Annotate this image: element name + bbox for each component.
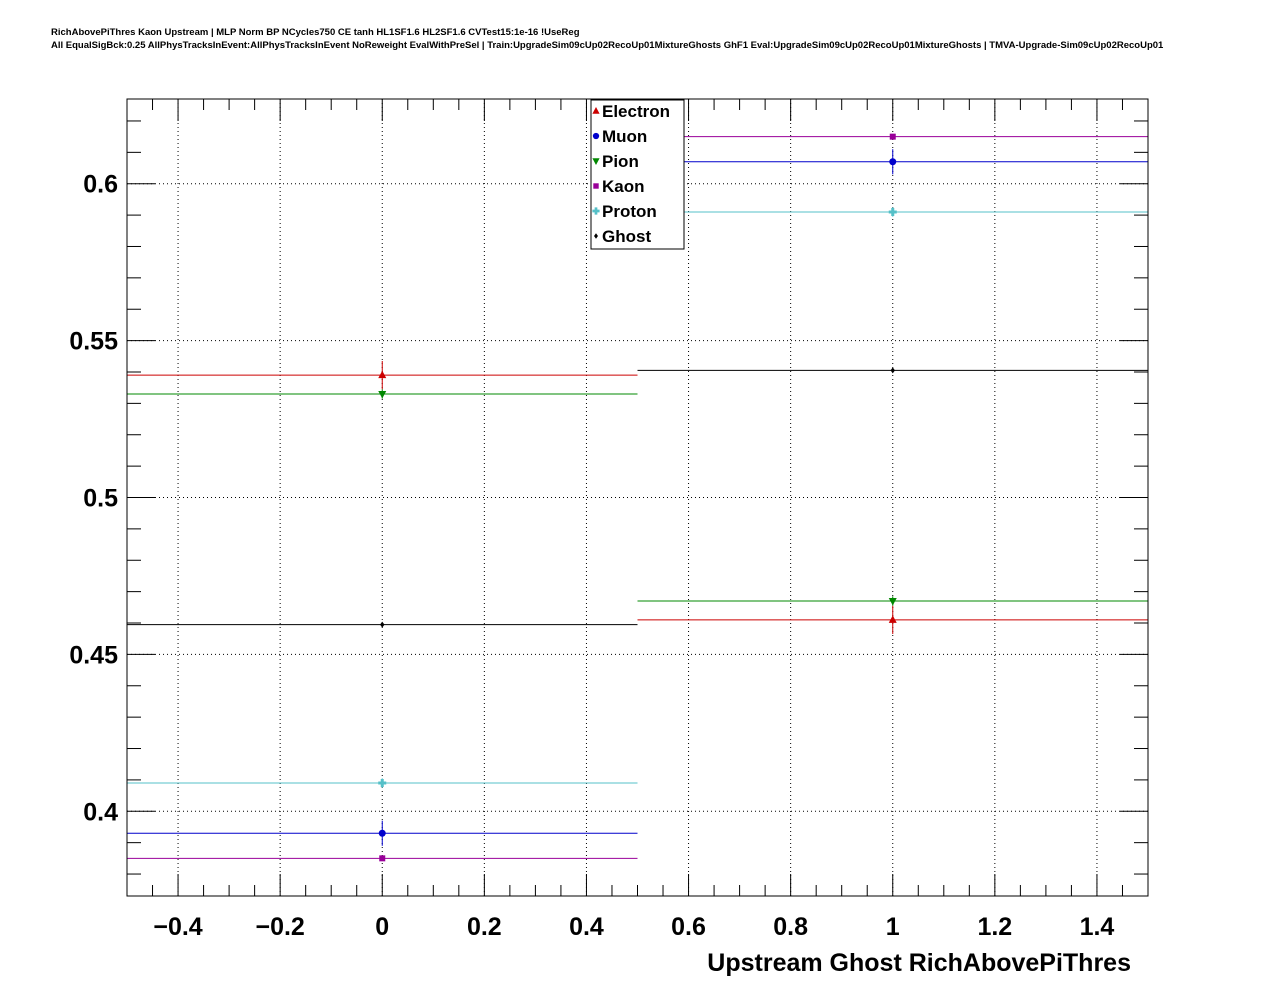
data-point-electron [888,615,897,623]
x-tick-label: 0.4 [569,913,604,941]
chart-subtitle: All EqualSigBck:0.25 AllPhysTracksInEven… [51,40,1164,51]
legend-label-proton: Proton [602,202,657,221]
x-axis-label: Upstream Ghost RichAbovePiThres [707,949,1131,977]
legend-label-pion: Pion [602,152,639,171]
legend-marker-muon [592,132,600,140]
legend-label-ghost: Ghost [602,227,651,246]
x-tick-label: −0.2 [255,913,304,941]
chart-title: RichAbovePiThres Kaon Upstream | MLP Nor… [51,27,580,38]
data-point-ghost [380,621,385,628]
data-point-kaon [889,133,896,140]
x-tick-label: −0.4 [153,913,202,941]
legend-label-muon: Muon [602,127,647,146]
x-tick-label: 0 [375,913,389,941]
x-tick-label: 0.2 [467,913,502,941]
data-point-ghost [890,367,895,374]
data-point-pion [378,390,387,399]
legend-marker-proton [592,207,600,215]
y-tick-label: 0.4 [83,798,118,826]
x-tick-label: 1.4 [1080,913,1115,941]
legend-box [590,99,685,250]
legend-marker-electron [592,106,600,114]
y-tick-label: 0.45 [69,641,118,669]
data-point-muon [378,829,386,837]
x-tick-label: 0.6 [671,913,706,941]
legend-label-electron: Electron [602,102,670,121]
data-point-pion [888,598,897,606]
y-tick-label: 0.5 [83,485,118,513]
series-group [127,133,1148,862]
data-point-proton [378,779,387,788]
axes: −0.4 −0.2 0 0.2 0.4 0.6 0.8 1 1.2 1.4 0.4 0.45 0.5 0.… [69,98,1149,941]
x-tick-label: 1 [886,913,900,941]
data-point-kaon [379,855,386,862]
legend: Electron Muon Pion Kaon Proton Ghost [590,99,685,250]
legend-marker-pion [592,158,600,166]
data-point-muon [889,158,897,166]
grid [127,99,1148,896]
legend-marker-ghost [594,233,598,239]
data-point-electron [378,370,387,379]
data-point-proton [888,207,897,216]
y-tick-label: 0.55 [69,328,118,356]
legend-label-kaon: Kaon [602,177,645,196]
legend-marker-kaon [593,183,599,189]
y-tick-label: 0.6 [83,171,118,199]
x-tick-label: 0.8 [773,913,808,941]
x-tick-label: 1.2 [977,913,1012,941]
